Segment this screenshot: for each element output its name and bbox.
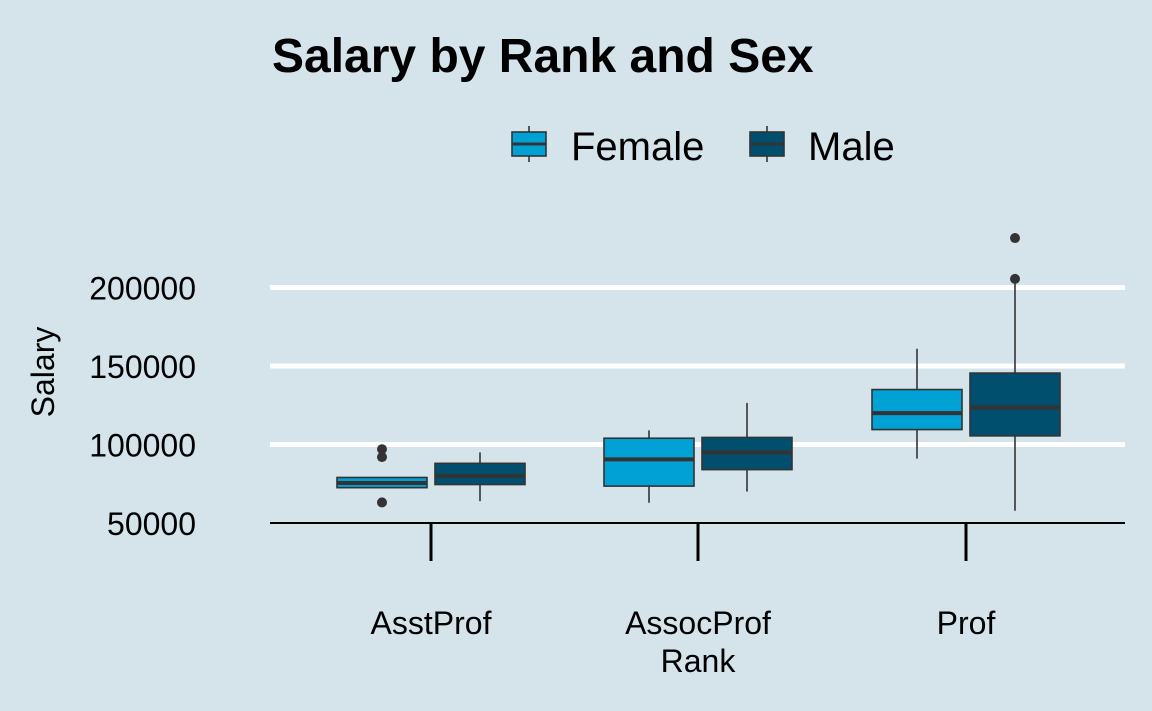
box-male-assocprof xyxy=(701,402,793,492)
y-axis-title: Salary xyxy=(25,327,61,418)
y-tick-label: 200000 xyxy=(89,271,196,307)
legend-label: Female xyxy=(571,125,704,169)
x-tick-label: AssocProf xyxy=(625,605,771,641)
y-tick-label: 100000 xyxy=(89,428,196,464)
outlier-point xyxy=(377,497,387,508)
outlier-point xyxy=(1010,273,1020,284)
legend: Female Male xyxy=(511,125,895,169)
axes: 50000 100000 150000 200000 AsstProf AssocProf… xyxy=(89,271,1125,641)
chart-title: Salary by Rank and Sex xyxy=(272,30,814,83)
outlier-point xyxy=(377,452,387,463)
x-tick-label: Prof xyxy=(937,605,996,641)
box-body xyxy=(603,437,695,487)
legend-item-male: Male xyxy=(749,125,895,169)
y-tick-label: 150000 xyxy=(89,349,196,385)
y-tick-label: 50000 xyxy=(107,506,196,542)
outlier-point xyxy=(377,444,387,455)
box-female-asstprof xyxy=(336,444,428,508)
box-male-prof xyxy=(969,233,1061,511)
outlier-point xyxy=(1010,233,1020,244)
box-female-prof xyxy=(871,348,963,459)
box-series xyxy=(336,233,1061,511)
grid-lines xyxy=(270,285,1125,447)
box-male-asstprof xyxy=(434,452,526,502)
legend-label: Male xyxy=(808,125,895,169)
legend-item-female: Female xyxy=(511,125,704,169)
box-body xyxy=(871,388,963,431)
box-body xyxy=(969,372,1061,437)
box-female-assocprof xyxy=(603,430,695,503)
x-axis-title: Rank xyxy=(661,643,737,679)
x-tick-label: AsstProf xyxy=(371,605,492,641)
